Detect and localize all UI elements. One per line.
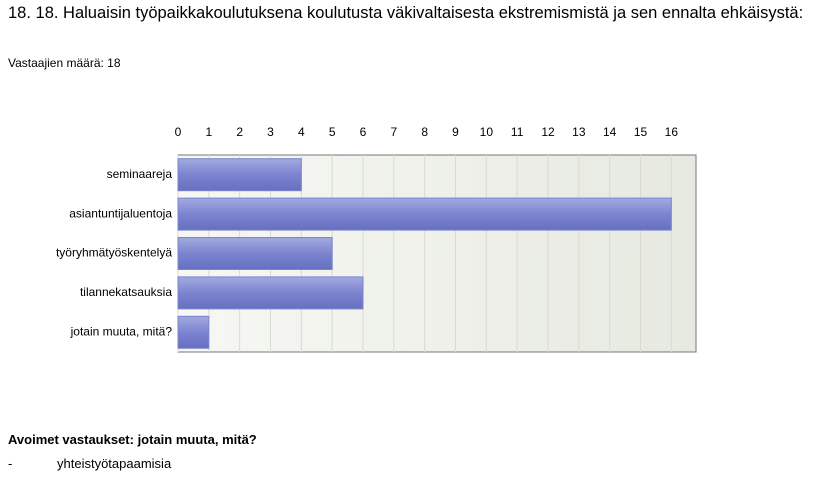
bar [177, 315, 210, 349]
x-tick-label: 8 [421, 125, 428, 139]
x-tick-label: 9 [452, 125, 459, 139]
x-tick-label: 3 [267, 125, 274, 139]
x-tick-label: 5 [329, 125, 336, 139]
y-tick-label: asiantuntijaluentoja [69, 206, 172, 220]
x-tick-label: 16 [665, 125, 679, 139]
answer-text: yhteistyötapaamisia [57, 456, 172, 471]
bullet: - [8, 456, 13, 471]
x-tick-label: 7 [390, 125, 397, 139]
bar [177, 197, 672, 231]
bar [177, 237, 333, 270]
x-tick-label: 13 [572, 125, 586, 139]
y-tick-label: työryhmätyöskentelyä [56, 246, 172, 260]
x-tick-label: 14 [603, 125, 617, 139]
y-tick-label: seminaareja [107, 167, 173, 181]
chart-title: 18. 18. Haluaisin työpaikkakoulutuksena … [8, 4, 804, 22]
open-answers-title: Avoimet vastaukset: jotain muuta, mitä? [8, 432, 257, 447]
x-tick-label: 15 [634, 125, 648, 139]
x-tick-label: 2 [236, 125, 243, 139]
x-tick-label: 0 [175, 125, 182, 139]
x-tick-label: 4 [298, 125, 305, 139]
chart: 0 1 2 3 4 5 6 7 8 9 10 11 12 13 14 15 16seminaarejaasian… [56, 125, 697, 353]
bar [177, 158, 302, 192]
x-tick-label: 1 [205, 125, 212, 139]
y-tick-label: tilannekatsauksia [80, 285, 172, 299]
y-tick-label: jotain muuta, mitä? [70, 324, 173, 338]
chart-subtitle: Vastaajien määrä: 18 [8, 56, 121, 70]
x-tick-label: 6 [360, 125, 367, 139]
x-tick-label: 12 [541, 125, 555, 139]
bar [177, 276, 364, 310]
x-tick-label: 10 [480, 125, 494, 139]
x-tick-label: 11 [511, 125, 524, 139]
